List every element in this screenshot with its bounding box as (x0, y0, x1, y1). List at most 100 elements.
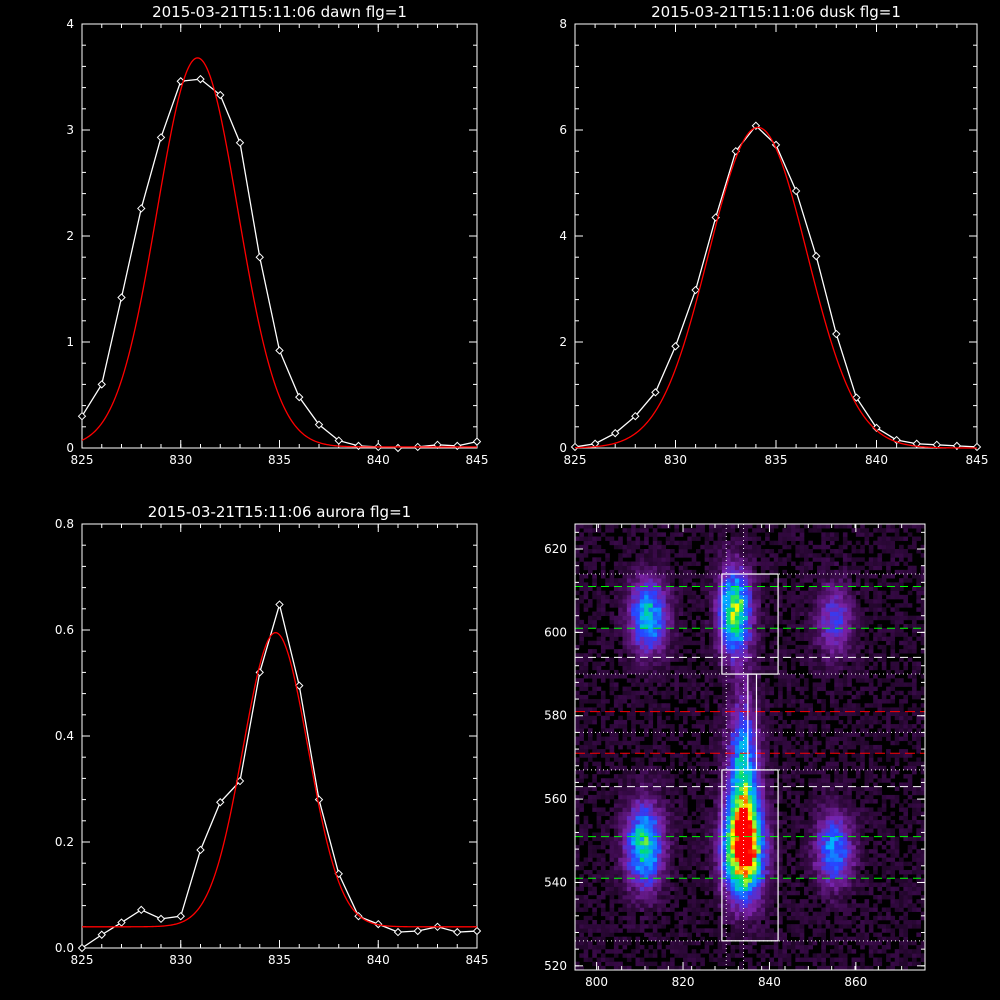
heatmap-cell (752, 761, 757, 767)
heatmap-cell (661, 799, 667, 804)
heatmap-cell (613, 857, 619, 862)
heatmap-cell (756, 869, 762, 875)
heatmap-cell (652, 557, 658, 562)
heatmap-cell (739, 840, 744, 846)
heatmap-cell (769, 732, 775, 737)
heatmap-cell (587, 799, 593, 804)
heatmap-cell (631, 665, 636, 671)
heatmap-cell (782, 753, 788, 758)
heatmap-cell (747, 690, 753, 696)
heatmap-cell (743, 944, 749, 950)
heatmap-cell (708, 903, 714, 908)
heatmap-cell (691, 819, 697, 825)
heatmap-cell (721, 886, 727, 892)
heatmap-cell (743, 853, 749, 858)
heatmap-cell (773, 636, 779, 642)
heatmap-cell (752, 853, 757, 858)
heatmap-cell (622, 665, 628, 671)
heatmap-cell (808, 561, 813, 566)
heatmap-cell (683, 878, 688, 883)
heatmap-cell (652, 569, 658, 575)
heatmap-cell (683, 882, 688, 887)
heatmap-cell (600, 661, 606, 667)
heatmap-cell (670, 849, 675, 854)
heatmap-cell (730, 811, 736, 817)
heatmap-cell (721, 678, 727, 683)
heatmap-cell (652, 736, 658, 742)
heatmap-cell (631, 882, 636, 887)
heatmap-cell (786, 603, 792, 608)
heatmap-cell (713, 919, 718, 925)
heatmap-cell (773, 736, 779, 742)
heatmap-cell (786, 682, 792, 687)
heatmap-cell (739, 607, 744, 612)
heatmap-cell (773, 728, 779, 733)
heatmap-cell (734, 524, 740, 529)
heatmap-cell (575, 524, 580, 529)
heatmap-cell (743, 857, 749, 862)
heatmap-cell (791, 928, 796, 933)
heatmap-cell (808, 819, 813, 825)
heatmap-cell (704, 886, 710, 892)
heatmap-cell (747, 882, 753, 887)
heatmap-cell (613, 965, 619, 971)
heatmap-cell (734, 815, 740, 821)
heatmap-cell (631, 894, 636, 900)
heatmap-cell (743, 794, 749, 800)
heatmap-cell (786, 536, 792, 541)
heatmap-cell (704, 644, 710, 650)
heatmap-cell (773, 932, 779, 937)
heatmap-cell (691, 603, 697, 608)
heatmap-cell (575, 694, 580, 700)
heatmap-cell (708, 653, 714, 658)
heatmap-cell (756, 786, 762, 792)
heatmap-cell (652, 753, 658, 758)
heatmap-cell (678, 794, 684, 800)
heatmap-cell (583, 536, 589, 541)
heatmap-cell (618, 724, 623, 729)
heatmap-cell (644, 840, 649, 846)
heatmap-cell (665, 669, 671, 675)
heatmap-cell (734, 944, 740, 950)
heatmap-cell (579, 886, 584, 892)
heatmap-cell (695, 724, 701, 729)
heatmap-cell (739, 715, 744, 721)
heatmap-cell (575, 886, 580, 892)
heatmap-cell (583, 903, 589, 908)
heatmap-cell (631, 719, 636, 725)
heatmap-cell (812, 899, 818, 904)
heatmap-cell (726, 915, 731, 921)
heatmap-cell (652, 894, 658, 900)
heatmap-cell (695, 699, 701, 704)
heatmap-cell (652, 690, 658, 696)
heatmap-cell (734, 911, 740, 917)
heatmap-cell (683, 640, 688, 646)
heatmap-cell (631, 624, 636, 629)
heatmap-cell (743, 782, 749, 787)
heatmap-cell (670, 636, 675, 642)
heatmap-cell (596, 961, 602, 967)
heatmap-cell (704, 903, 710, 908)
heatmap-cell (648, 803, 654, 808)
heatmap-cell (661, 619, 667, 625)
heatmap-cell (596, 603, 602, 608)
heatmap-cell (799, 932, 805, 937)
heatmap-cell (596, 544, 602, 550)
heatmap-cell (752, 549, 757, 554)
heatmap-cell (678, 949, 684, 954)
heatmap-cell (639, 899, 645, 904)
heatmap-cell (743, 611, 749, 616)
heatmap-cell (631, 736, 636, 742)
heatmap-cell (587, 915, 593, 921)
heatmap-cell (726, 628, 731, 633)
heatmap-cell (700, 861, 705, 867)
heatmap-cell (734, 536, 740, 541)
data-point (77, 411, 87, 421)
heatmap-cell (700, 644, 705, 650)
heatmap-cell (752, 724, 757, 729)
heatmap-cell (592, 574, 597, 579)
heatmap-cell (648, 961, 654, 967)
heatmap-cell (575, 936, 580, 942)
heatmap-cell (778, 536, 783, 541)
heatmap-cell (747, 890, 753, 896)
